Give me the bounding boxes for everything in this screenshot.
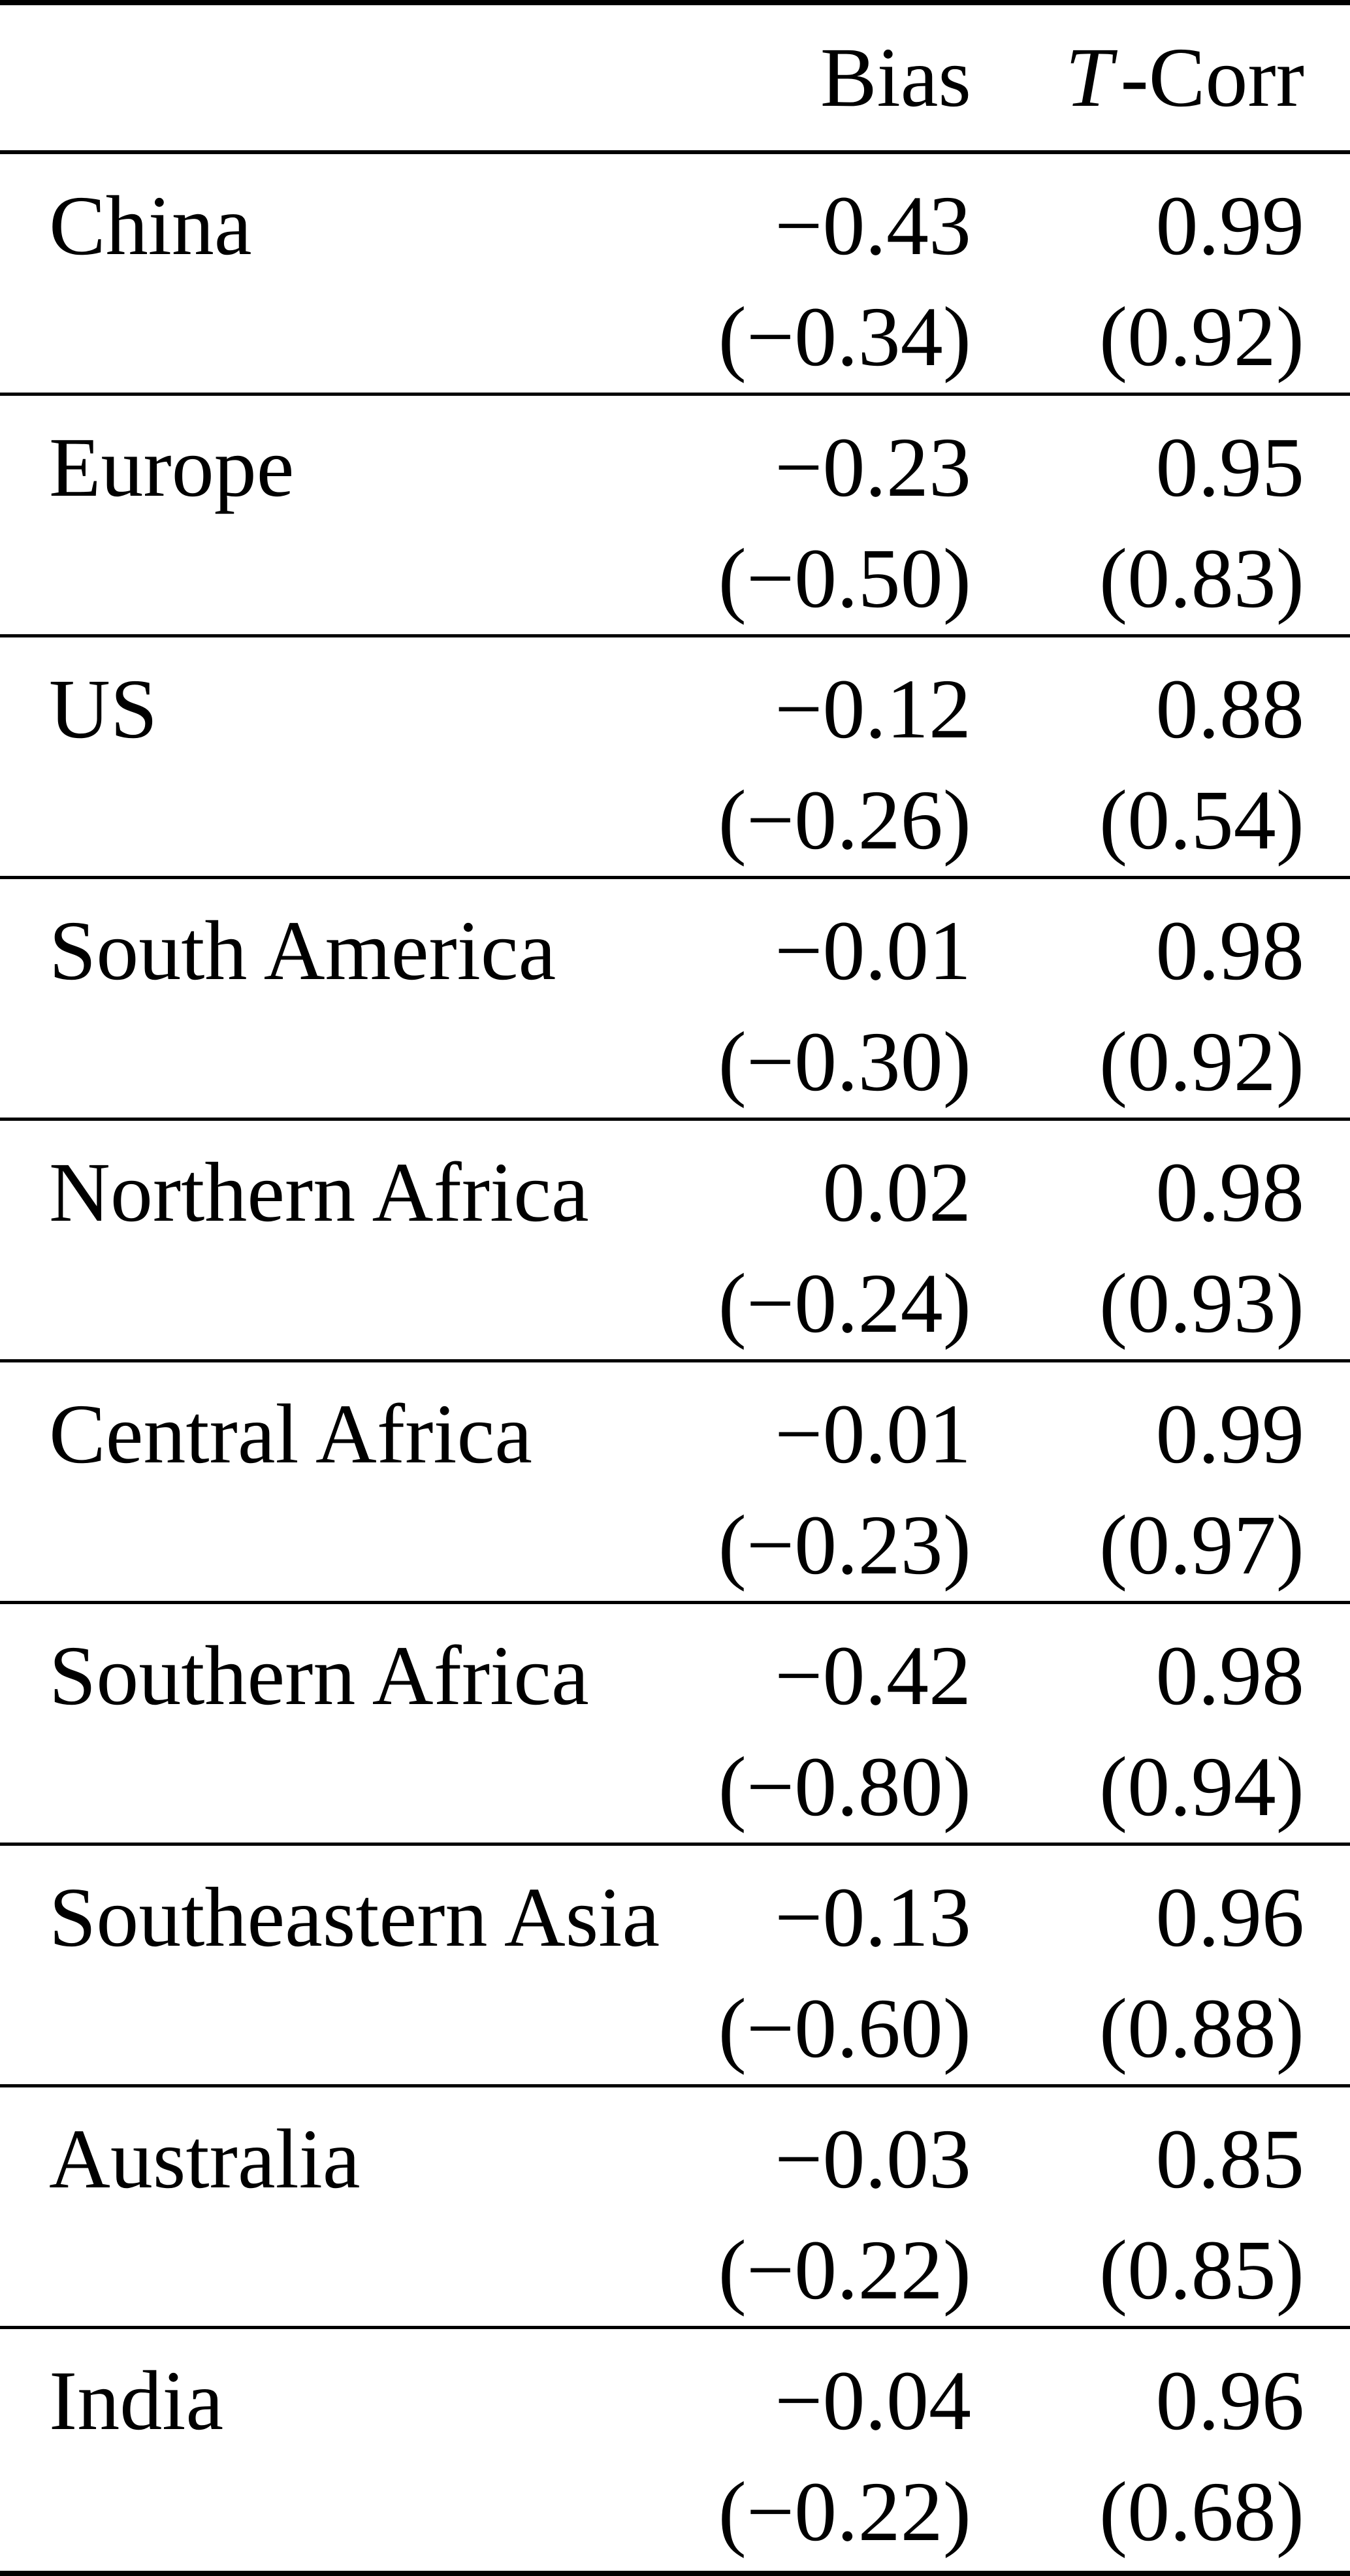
- region-label: Southeastern Asia: [49, 1871, 660, 1965]
- tcorr-value: 0.99: [1155, 179, 1305, 273]
- tcorr-paren-value: (0.93): [1099, 1257, 1304, 1351]
- bias-value: −0.01: [775, 1387, 971, 1481]
- tcorr-paren-value: (0.54): [1099, 773, 1304, 867]
- tcorr-value: 0.96: [1155, 2354, 1305, 2448]
- bias-paren-value: (−0.34): [718, 290, 971, 384]
- bias-paren-value: (−0.30): [718, 1015, 971, 1109]
- tcorr-value: 0.85: [1155, 2112, 1305, 2206]
- table-row-india: India −0.04 (−0.22) 0.96 (0.68): [0, 2329, 1350, 2576]
- bias-value: −0.23: [775, 421, 971, 515]
- table-row-central-africa: Central Africa −0.01 (−0.23) 0.99 (0.97): [0, 1362, 1350, 1604]
- bias-paren-value: (−0.80): [718, 1740, 971, 1834]
- tcorr-paren-value: (0.92): [1099, 1015, 1304, 1109]
- tcorr-value: 0.98: [1155, 1146, 1305, 1240]
- table-row-australia: Australia −0.03 (−0.22) 0.85 (0.85): [0, 2087, 1350, 2329]
- tcorr-value: 0.88: [1155, 662, 1305, 756]
- region-label: China: [49, 179, 252, 273]
- region-label: India: [49, 2354, 224, 2448]
- bias-paren-value: (−0.26): [718, 773, 971, 867]
- tcorr-value: 0.96: [1155, 1871, 1305, 1965]
- bias-value: −0.43: [775, 179, 971, 273]
- bias-value: 0.02: [822, 1146, 972, 1240]
- table-row-northern-africa: Northern Africa 0.02 (−0.24) 0.98 (0.93): [0, 1121, 1350, 1362]
- table-row-southeastern-asia: Southeastern Asia −0.13 (−0.60) 0.96 (0.…: [0, 1846, 1350, 2087]
- bias-paren-value: (−0.22): [718, 2465, 971, 2559]
- table-row-europe: Europe −0.23 (−0.50) 0.95 (0.83): [0, 396, 1350, 637]
- bias-column-header: Bias: [820, 31, 971, 125]
- tcorr-value: 0.95: [1155, 421, 1305, 515]
- tcorr-value: 0.98: [1155, 904, 1305, 998]
- tcorr-paren-value: (0.94): [1099, 1740, 1304, 1834]
- region-label: Australia: [49, 2112, 361, 2206]
- region-label: Southern Africa: [49, 1629, 589, 1723]
- tcorr-paren-value: (0.88): [1099, 1982, 1304, 2076]
- region-label: Northern Africa: [49, 1146, 589, 1240]
- region-label: US: [49, 662, 158, 756]
- table-row-south-america: South America −0.01 (−0.30) 0.98 (0.92): [0, 879, 1350, 1121]
- bias-value: −0.03: [775, 2112, 971, 2206]
- tcorr-column-header: T -Corr: [971, 35, 1304, 120]
- bias-paren-value: (−0.24): [718, 1257, 971, 1351]
- table-row-china: China −0.43 (−0.34) 0.99 (0.92): [0, 154, 1350, 396]
- bias-value: −0.12: [775, 662, 971, 756]
- bias-value: −0.13: [775, 1871, 971, 1965]
- tcorr-header-italic-t: T: [1065, 31, 1113, 125]
- tcorr-paren-value: (0.92): [1099, 290, 1304, 384]
- bias-value: −0.01: [775, 904, 971, 998]
- table-row-southern-africa: Southern Africa −0.42 (−0.80) 0.98 (0.94…: [0, 1604, 1350, 1846]
- tcorr-paren-value: (0.97): [1099, 1498, 1304, 1592]
- bias-paren-value: (−0.60): [718, 1982, 971, 2076]
- region-label: South America: [49, 904, 556, 998]
- region-label: Central Africa: [49, 1387, 532, 1481]
- tcorr-header-rest: -Corr: [1120, 31, 1304, 125]
- bias-paren-value: (−0.50): [718, 532, 971, 626]
- tcorr-value: 0.99: [1155, 1387, 1305, 1481]
- table-row-us: US −0.12 (−0.26) 0.88 (0.54): [0, 637, 1350, 879]
- tcorr-paren-value: (0.68): [1099, 2465, 1304, 2559]
- region-label: Europe: [49, 421, 295, 515]
- table-header-row: Bias T -Corr: [0, 5, 1350, 154]
- tcorr-paren-value: (0.85): [1099, 2223, 1304, 2317]
- tcorr-paren-value: (0.83): [1099, 532, 1304, 626]
- bias-paren-value: (−0.23): [718, 1498, 971, 1592]
- bias-value: −0.04: [775, 2354, 971, 2448]
- bias-paren-value: (−0.22): [718, 2223, 971, 2317]
- bias-value: −0.42: [775, 1629, 971, 1723]
- tcorr-value: 0.98: [1155, 1629, 1305, 1723]
